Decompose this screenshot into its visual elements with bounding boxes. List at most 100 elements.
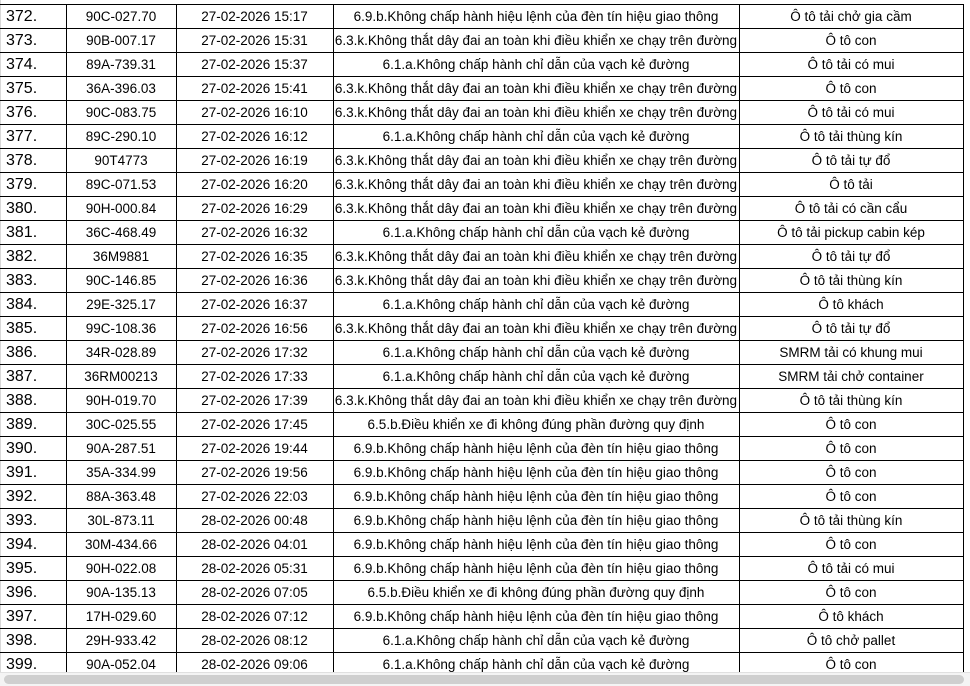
- vehicle-type-cell[interactable]: Ô tô con: [738, 76, 964, 101]
- timestamp-cell[interactable]: 27-02-2026 17:33: [175, 364, 334, 389]
- vehicle-type-cell[interactable]: Ô tô tải thùng kín: [738, 268, 964, 293]
- vehicle-type-cell[interactable]: Ô tô tải có cần cẩu: [738, 196, 964, 221]
- vehicle-type-cell[interactable]: Ô tô con: [738, 28, 964, 53]
- timestamp-cell[interactable]: 27-02-2026 16:20: [175, 172, 334, 197]
- violation-cell[interactable]: 6.3.k.Không thắt dây đai an toàn khi điề…: [332, 100, 740, 125]
- row-number-cell[interactable]: 376.: [0, 100, 67, 125]
- vehicle-type-cell[interactable]: Ô tô tải tự đổ: [738, 316, 964, 341]
- vehicle-type-cell[interactable]: Ô tô khách: [738, 604, 964, 629]
- timestamp-cell[interactable]: 27-02-2026 16:36: [175, 268, 334, 293]
- vehicle-type-cell[interactable]: Ô tô con: [738, 532, 964, 557]
- violation-cell[interactable]: 6.1.a.Không chấp hành chỉ dẫn của vạch k…: [332, 220, 740, 245]
- violation-cell[interactable]: 6.3.k.Không thắt dây đai an toàn khi điề…: [332, 172, 740, 197]
- vehicle-type-cell[interactable]: Ô tô tải tự đổ: [738, 244, 964, 269]
- row-number-cell[interactable]: 382.: [0, 244, 67, 269]
- violation-cell[interactable]: 6.3.k.Không thắt dây đai an toàn khi điề…: [332, 316, 740, 341]
- timestamp-cell[interactable]: 27-02-2026 17:45: [175, 412, 334, 437]
- row-number-cell[interactable]: 394.: [0, 532, 67, 557]
- vehicle-type-cell[interactable]: SMRM tải chở container: [738, 364, 964, 389]
- timestamp-cell[interactable]: 27-02-2026 16:12: [175, 124, 334, 149]
- license-plate-cell[interactable]: 90B-007.17: [65, 28, 177, 53]
- violation-cell[interactable]: 6.9.b.Không chấp hành hiệu lệnh của đèn …: [332, 532, 740, 557]
- license-plate-cell[interactable]: 35A-334.99: [65, 460, 177, 485]
- license-plate-cell[interactable]: 90H-000.84: [65, 196, 177, 221]
- violation-cell[interactable]: 6.9.b.Không chấp hành hiệu lệnh của đèn …: [332, 484, 740, 509]
- row-number-cell[interactable]: 396.: [0, 580, 67, 605]
- violation-cell[interactable]: 6.3.k.Không thắt dây đai an toàn khi điề…: [332, 268, 740, 293]
- vehicle-type-cell[interactable]: Ô tô tải thùng kín: [738, 124, 964, 149]
- horizontal-scrollbar[interactable]: [0, 672, 970, 686]
- violation-cell[interactable]: 6.9.b.Không chấp hành hiệu lệnh của đèn …: [332, 460, 740, 485]
- vehicle-type-cell[interactable]: Ô tô tải tự đổ: [738, 148, 964, 173]
- violation-cell[interactable]: 6.9.b.Không chấp hành hiệu lệnh của đèn …: [332, 508, 740, 533]
- vehicle-type-cell[interactable]: Ô tô tải có mui: [738, 100, 964, 125]
- license-plate-cell[interactable]: 90H-022.08: [65, 556, 177, 581]
- timestamp-cell[interactable]: 28-02-2026 00:48: [175, 508, 334, 533]
- timestamp-cell[interactable]: 28-02-2026 04:01: [175, 532, 334, 557]
- violation-cell[interactable]: 6.1.a.Không chấp hành chỉ dẫn của vạch k…: [332, 628, 740, 653]
- timestamp-cell[interactable]: 27-02-2026 15:17: [175, 4, 334, 29]
- license-plate-cell[interactable]: 99C-108.36: [65, 316, 177, 341]
- license-plate-cell[interactable]: 90C-027.70: [65, 4, 177, 29]
- row-number-cell[interactable]: 377.: [0, 124, 67, 149]
- timestamp-cell[interactable]: 28-02-2026 05:31: [175, 556, 334, 581]
- license-plate-cell[interactable]: 29H-933.42: [65, 628, 177, 653]
- violation-cell[interactable]: 6.9.b.Không chấp hành hiệu lệnh của đèn …: [332, 436, 740, 461]
- row-number-cell[interactable]: 372.: [0, 4, 67, 29]
- row-number-cell[interactable]: 380.: [0, 196, 67, 221]
- vehicle-type-cell[interactable]: SMRM tải có khung mui: [738, 340, 964, 365]
- row-number-cell[interactable]: 383.: [0, 268, 67, 293]
- timestamp-cell[interactable]: 27-02-2026 16:56: [175, 316, 334, 341]
- license-plate-cell[interactable]: 89C-290.10: [65, 124, 177, 149]
- license-plate-cell[interactable]: 88A-363.48: [65, 484, 177, 509]
- row-number-cell[interactable]: 375.: [0, 76, 67, 101]
- timestamp-cell[interactable]: 27-02-2026 19:44: [175, 436, 334, 461]
- violation-cell[interactable]: 6.3.k.Không thắt dây đai an toàn khi điề…: [332, 244, 740, 269]
- license-plate-cell[interactable]: 90A-135.13: [65, 580, 177, 605]
- vehicle-type-cell[interactable]: Ô tô con: [738, 436, 964, 461]
- row-number-cell[interactable]: 395.: [0, 556, 67, 581]
- timestamp-cell[interactable]: 27-02-2026 16:37: [175, 292, 334, 317]
- timestamp-cell[interactable]: 27-02-2026 15:31: [175, 28, 334, 53]
- vehicle-type-cell[interactable]: Ô tô tải pickup cabin kép: [738, 220, 964, 245]
- row-number-cell[interactable]: 385.: [0, 316, 67, 341]
- row-number-cell[interactable]: 386.: [0, 340, 67, 365]
- timestamp-cell[interactable]: 27-02-2026 15:37: [175, 52, 334, 77]
- row-number-cell[interactable]: 387.: [0, 364, 67, 389]
- row-number-cell[interactable]: 379.: [0, 172, 67, 197]
- violation-cell[interactable]: 6.9.b.Không chấp hành hiệu lệnh của đèn …: [332, 604, 740, 629]
- row-number-cell[interactable]: 384.: [0, 292, 67, 317]
- vehicle-type-cell[interactable]: Ô tô con: [738, 484, 964, 509]
- timestamp-cell[interactable]: 27-02-2026 16:10: [175, 100, 334, 125]
- license-plate-cell[interactable]: 90A-287.51: [65, 436, 177, 461]
- violation-cell[interactable]: 6.5.b.Điều khiển xe đi không đúng phần đ…: [332, 580, 740, 605]
- row-number-cell[interactable]: 391.: [0, 460, 67, 485]
- row-number-cell[interactable]: 388.: [0, 388, 67, 413]
- violation-cell[interactable]: 6.1.a.Không chấp hành chỉ dẫn của vạch k…: [332, 364, 740, 389]
- row-number-cell[interactable]: 381.: [0, 220, 67, 245]
- vehicle-type-cell[interactable]: Ô tô con: [738, 580, 964, 605]
- row-number-cell[interactable]: 397.: [0, 604, 67, 629]
- row-number-cell[interactable]: 392.: [0, 484, 67, 509]
- vehicle-type-cell[interactable]: Ô tô tải có mui: [738, 556, 964, 581]
- timestamp-cell[interactable]: 28-02-2026 08:12: [175, 628, 334, 653]
- timestamp-cell[interactable]: 28-02-2026 07:12: [175, 604, 334, 629]
- timestamp-cell[interactable]: 27-02-2026 17:32: [175, 340, 334, 365]
- timestamp-cell[interactable]: 27-02-2026 16:19: [175, 148, 334, 173]
- row-number-cell[interactable]: 390.: [0, 436, 67, 461]
- license-plate-cell[interactable]: 90T4773: [65, 148, 177, 173]
- license-plate-cell[interactable]: 90H-019.70: [65, 388, 177, 413]
- scrollbar-thumb[interactable]: [4, 675, 964, 684]
- vehicle-type-cell[interactable]: Ô tô tải: [738, 172, 964, 197]
- violation-cell[interactable]: 6.3.k.Không thắt dây đai an toàn khi điề…: [332, 196, 740, 221]
- vehicle-type-cell[interactable]: Ô tô khách: [738, 292, 964, 317]
- row-number-cell[interactable]: 393.: [0, 508, 67, 533]
- timestamp-cell[interactable]: 27-02-2026 19:56: [175, 460, 334, 485]
- row-number-cell[interactable]: 373.: [0, 28, 67, 53]
- timestamp-cell[interactable]: 27-02-2026 15:41: [175, 76, 334, 101]
- violation-cell[interactable]: 6.3.k.Không thắt dây đai an toàn khi điề…: [332, 388, 740, 413]
- license-plate-cell[interactable]: 36C-468.49: [65, 220, 177, 245]
- license-plate-cell[interactable]: 36A-396.03: [65, 76, 177, 101]
- row-number-cell[interactable]: 389.: [0, 412, 67, 437]
- violation-cell[interactable]: 6.5.b.Điều khiển xe đi không đúng phần đ…: [332, 412, 740, 437]
